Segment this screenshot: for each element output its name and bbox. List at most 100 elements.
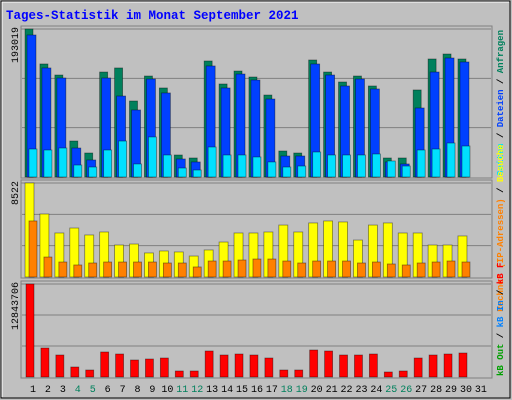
bar xyxy=(73,264,83,278)
bar xyxy=(371,261,381,278)
x-tick-label: 31 xyxy=(475,385,487,396)
legend-entry: Anfragen xyxy=(496,30,506,73)
legend-separator: / xyxy=(496,182,506,198)
bar xyxy=(85,369,95,378)
bar xyxy=(133,163,142,178)
x-tick-label: 8 xyxy=(135,385,141,396)
bar xyxy=(267,161,277,178)
bar xyxy=(55,354,65,378)
bar xyxy=(189,370,199,378)
legend-entry: Besuche xyxy=(496,144,506,182)
bar xyxy=(234,353,244,378)
bar xyxy=(88,166,98,178)
x-tick-label: 12 xyxy=(191,385,203,396)
bar xyxy=(103,261,113,278)
legend-entry: kB F xyxy=(496,263,506,285)
bar xyxy=(413,357,423,378)
bar xyxy=(312,151,322,178)
legend-separator: / xyxy=(496,127,506,143)
x-tick-label: 22 xyxy=(341,385,353,396)
bar xyxy=(222,154,232,178)
bar xyxy=(416,149,426,178)
bar xyxy=(282,166,292,178)
bar xyxy=(207,146,217,178)
bar xyxy=(100,351,110,378)
bar xyxy=(43,149,53,178)
bar xyxy=(327,260,337,278)
x-tick-label: 6 xyxy=(105,385,111,396)
bar xyxy=(431,261,441,278)
x-tick-label: 29 xyxy=(445,385,457,396)
bar xyxy=(70,366,80,378)
bar xyxy=(252,156,262,178)
bar xyxy=(386,160,396,178)
bar xyxy=(249,354,259,378)
bar xyxy=(118,261,127,278)
bar xyxy=(58,261,68,278)
y-tick-label: 12843706 xyxy=(11,282,22,330)
x-tick-label: 2 xyxy=(45,385,51,396)
legend: Seiten / Dateien / Anfragen xyxy=(496,30,506,176)
x-tick-label: 20 xyxy=(311,385,323,396)
bar xyxy=(368,353,378,378)
x-tick-label: 9 xyxy=(149,385,155,396)
x-tick-label: 1 xyxy=(30,385,36,396)
bar xyxy=(416,262,426,278)
y-tick-label: 8522 xyxy=(11,181,22,205)
bar xyxy=(339,354,348,378)
legend-separator: / xyxy=(496,327,506,343)
bar xyxy=(222,260,232,278)
x-tick-label: 11 xyxy=(176,385,188,396)
bar xyxy=(88,262,98,278)
bar xyxy=(357,262,366,278)
bar xyxy=(177,262,187,278)
bar xyxy=(162,262,172,278)
legend: Rechner (IP-Adressen) / Besuche xyxy=(496,144,506,311)
x-tick-label: 25 xyxy=(385,385,397,396)
bar xyxy=(133,261,142,278)
x-tick-label: 24 xyxy=(370,385,382,396)
x-tick-label: 13 xyxy=(206,385,218,396)
x-tick-label: 15 xyxy=(236,385,248,396)
bar xyxy=(309,349,319,378)
x-tick-label: 10 xyxy=(161,385,173,396)
bar xyxy=(357,154,366,178)
bar xyxy=(237,259,247,278)
bar xyxy=(237,154,247,178)
legend-entry: Rechner (IP-Adressen) xyxy=(496,198,506,311)
bar xyxy=(73,164,83,178)
bar xyxy=(177,167,187,178)
bar xyxy=(342,260,351,278)
bar xyxy=(461,261,471,278)
x-tick-label: 19 xyxy=(296,385,308,396)
bar xyxy=(162,154,172,178)
x-tick-label: 4 xyxy=(75,385,81,396)
x-tick-label: 23 xyxy=(355,385,367,396)
bar xyxy=(204,350,214,378)
bar xyxy=(252,258,262,278)
legend: kB Out / kB In / kB F xyxy=(496,263,506,376)
bar xyxy=(25,283,35,378)
x-tick-label: 21 xyxy=(326,385,338,396)
x-tick-label: 14 xyxy=(221,385,233,396)
bar xyxy=(327,154,337,178)
bar xyxy=(431,148,441,178)
bar xyxy=(219,354,229,378)
chart-title: Tages-Statistik im Monat September 2021 xyxy=(6,9,299,23)
bar xyxy=(443,353,453,378)
bar xyxy=(446,260,456,278)
bar xyxy=(148,136,157,178)
legend-entry: kB Out xyxy=(496,344,506,376)
bar xyxy=(324,350,334,378)
legend-entry: kB In xyxy=(496,300,506,327)
bar xyxy=(148,261,157,278)
x-tick-label: 28 xyxy=(430,385,442,396)
bar xyxy=(279,369,289,378)
bar xyxy=(428,354,438,378)
bar xyxy=(398,370,408,378)
bar xyxy=(174,370,184,378)
bar xyxy=(297,165,307,178)
bar xyxy=(28,148,38,178)
bar xyxy=(446,142,456,178)
bar xyxy=(192,169,202,178)
